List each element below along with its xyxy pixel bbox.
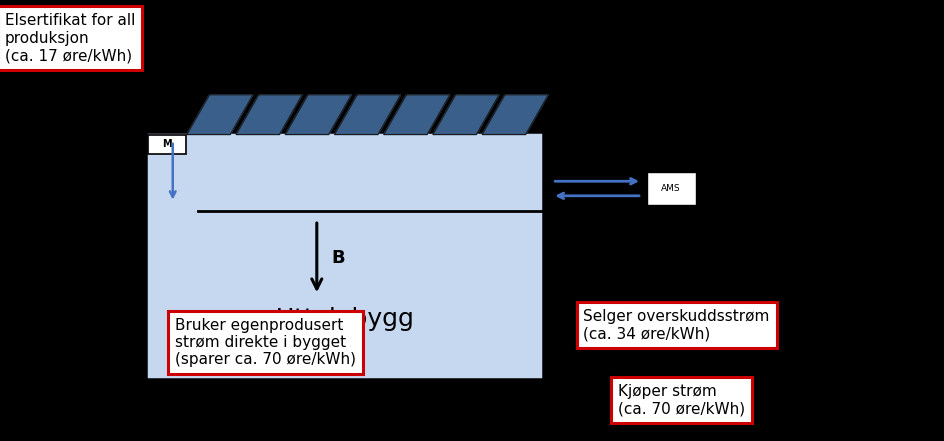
- Polygon shape: [285, 95, 351, 135]
- Text: Bruker egenprodusert
strøm direkte i bygget
(sparer ca. 70 øre/kWh): Bruker egenprodusert strøm direkte i byg…: [175, 318, 356, 367]
- Polygon shape: [236, 95, 302, 135]
- Polygon shape: [334, 95, 400, 135]
- Polygon shape: [433, 95, 499, 135]
- Text: B: B: [331, 249, 345, 267]
- FancyBboxPatch shape: [148, 135, 186, 154]
- Polygon shape: [482, 95, 548, 135]
- Text: Selger overskuddsstrøm
(ca. 34 øre/kWh): Selger overskuddsstrøm (ca. 34 øre/kWh): [583, 309, 769, 341]
- FancyBboxPatch shape: [146, 132, 543, 379]
- Text: Uttak bygg: Uttak bygg: [276, 307, 413, 331]
- Text: AMS: AMS: [662, 184, 681, 193]
- Polygon shape: [187, 95, 253, 135]
- Polygon shape: [384, 95, 449, 135]
- Text: Kjøper strøm
(ca. 70 øre/kWh): Kjøper strøm (ca. 70 øre/kWh): [618, 384, 746, 416]
- Text: Elsertifikat for all
produksjon
(ca. 17 øre/kWh): Elsertifikat for all produksjon (ca. 17 …: [5, 13, 135, 63]
- Text: M: M: [162, 139, 172, 149]
- FancyBboxPatch shape: [647, 172, 696, 205]
